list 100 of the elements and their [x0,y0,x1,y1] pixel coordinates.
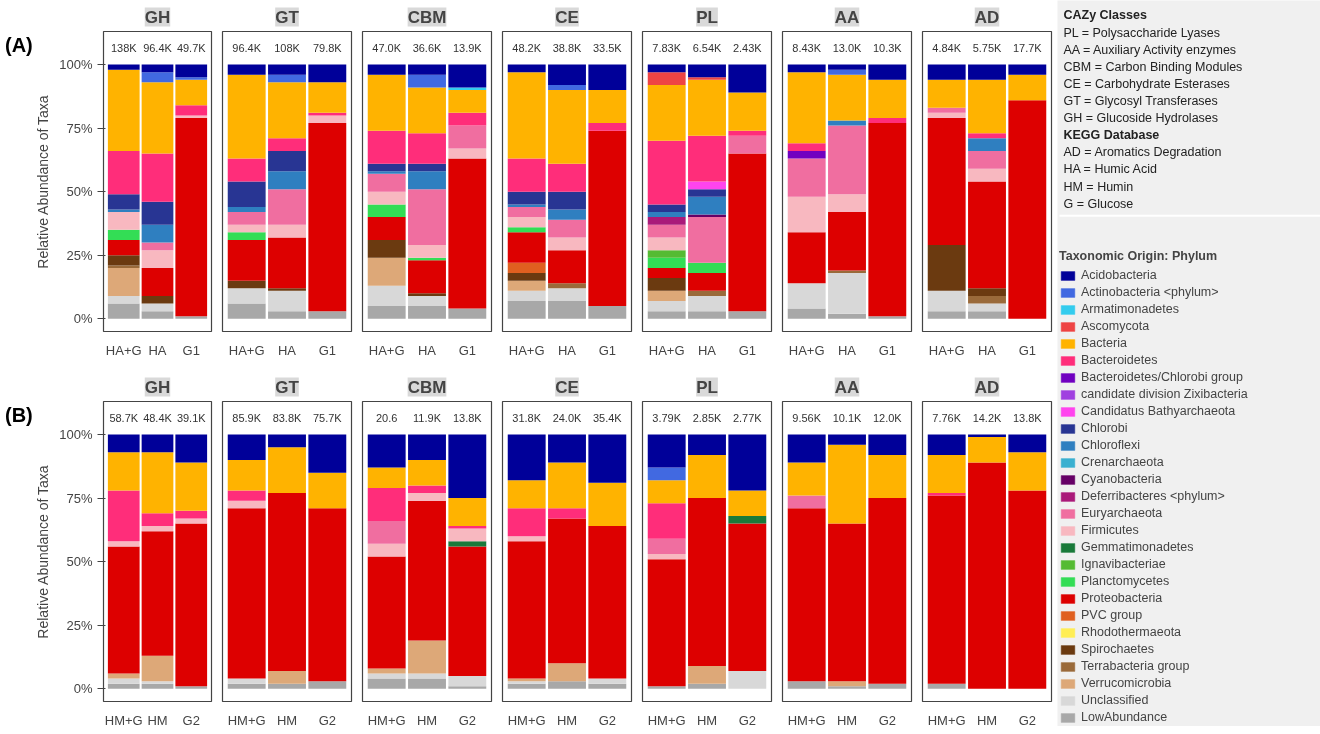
bar [647,503,686,539]
bar [647,267,686,279]
bar [268,493,306,671]
legend-label: Bacteroidetes/Chlorobi group [1081,370,1243,384]
bar [787,462,826,496]
bar [448,526,487,529]
x-tick-label: G2 [738,712,756,728]
bar [308,64,347,83]
bar [1008,434,1047,453]
legend-label: candidate division Zixibacteria [1081,387,1248,401]
bar [448,112,487,126]
bar [588,123,627,131]
bar [787,508,826,682]
bar [308,82,347,113]
bar [175,462,208,511]
bar [408,493,446,501]
bar [968,462,1006,689]
bar [828,74,866,121]
bar [107,64,140,70]
bar [787,72,826,144]
bar [175,518,208,524]
bar [927,79,966,108]
x-tick-label: HM+G [104,712,143,728]
bar [968,64,1006,80]
bar [507,541,546,679]
annotation: 39.1K [176,412,207,425]
bar [1008,452,1047,491]
bar [308,123,347,312]
x-tick-label: HM+G [927,712,966,728]
bar [408,306,446,319]
bar [647,559,686,687]
bar [175,510,208,519]
bar [367,434,406,468]
bar [507,64,546,73]
bar [227,683,266,689]
bar [927,495,966,684]
bar [507,536,546,542]
bar [367,520,406,544]
annotation: 49.7K [176,42,207,55]
bar [107,541,140,547]
bar [588,89,627,124]
bar [367,204,406,218]
text: PL = Polysaccharide Lyases [1063,25,1220,40]
x-tick-label: G2 [318,712,336,728]
x-tick-label: HM [976,712,998,728]
bar [968,311,1006,319]
bar [448,434,487,499]
bar [588,678,627,684]
bar [927,290,966,312]
text: CE = Carbohydrate Esterases [1063,76,1230,91]
text: GH = Glucoside Hydrolases [1063,111,1219,126]
bar [507,191,546,205]
annotation: 7.76K [932,412,962,425]
bar [408,293,446,296]
x-tick-label: HA+G [105,342,142,358]
bar [787,283,826,309]
bar [107,150,140,195]
bar [647,237,686,251]
bar [227,158,266,182]
bar [448,541,487,547]
annotation: 83.8K [272,412,303,425]
bar [588,526,627,679]
legend-label: Verrucomicrobia [1081,676,1172,690]
text: KEGG Database [1063,128,1160,143]
bar [968,295,1006,304]
bar [688,295,726,312]
bar [308,311,347,319]
bar [408,189,446,246]
bar [268,82,306,139]
bar [828,681,866,687]
annotation: 79.8K [312,42,343,55]
text: (A) [5,33,33,58]
annotation: 96.4K [232,42,262,55]
x-tick-label: G1 [1018,342,1036,358]
bar [647,434,686,468]
bar [688,273,726,291]
bar [408,74,446,88]
annotation: 75.7K [312,412,343,425]
bar [367,130,406,164]
annotation: 4.84K [932,42,962,55]
bar [968,181,1006,289]
legend-label: Crenarchaeota [1081,455,1164,469]
bar [107,69,140,151]
annotation: 6.54K [692,42,723,55]
bar [227,280,266,289]
bar [448,89,487,113]
y-tick-label: 100% [59,427,93,443]
bar [107,490,140,542]
chart-title: GH [144,377,171,397]
bar [868,123,907,317]
x-tick-label: HM+G [507,712,546,728]
bar [688,290,726,296]
bar [868,454,907,499]
bar [688,434,726,455]
bar [968,133,1006,139]
bar [828,434,866,445]
bar [647,64,686,73]
chart-title: AD [974,377,1000,397]
legend-label: Terrabacteria group [1081,659,1190,673]
chart-title: CE [555,377,579,397]
